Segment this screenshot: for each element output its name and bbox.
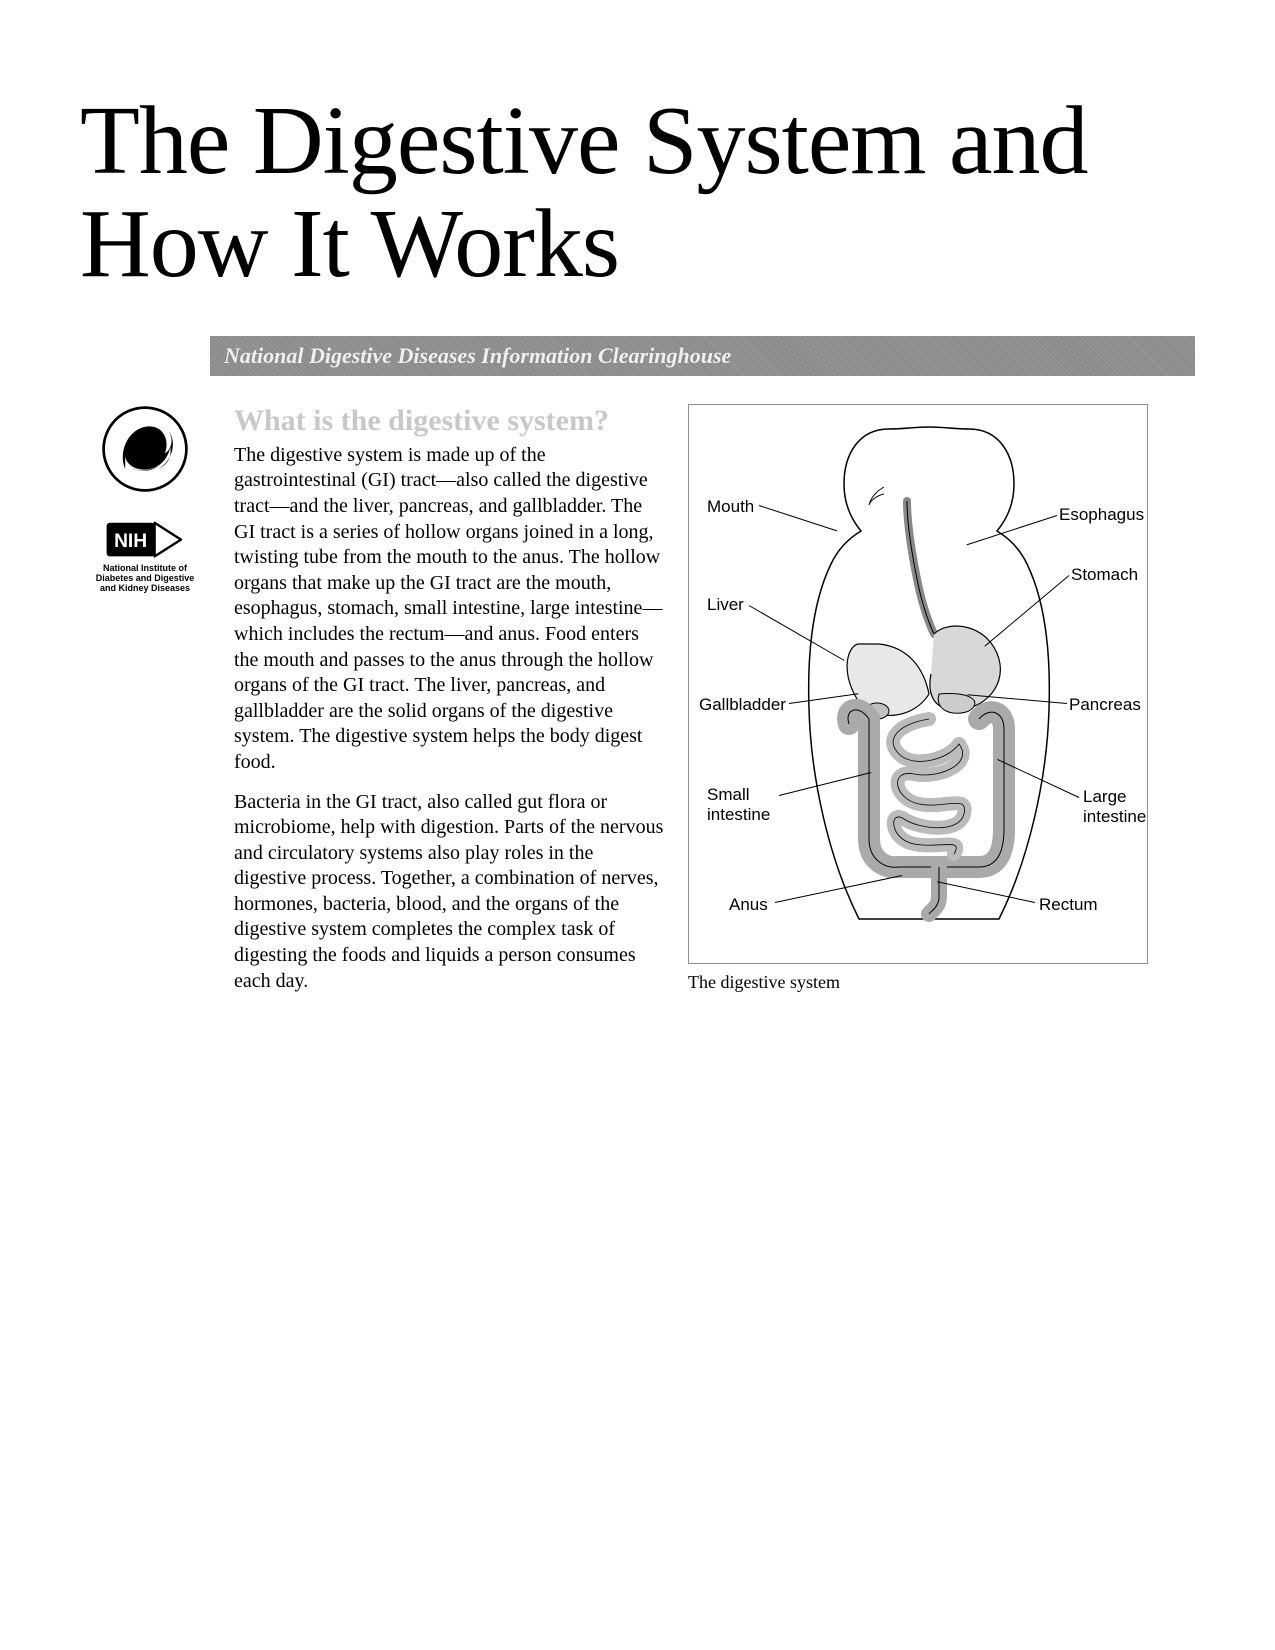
paragraph-2: Bacteria in the GI tract, also called gu… [234, 790, 664, 995]
diagram-label: intestine [1083, 807, 1146, 827]
diagram-label: Esophagus [1059, 505, 1144, 525]
section-heading: What is the digestive system? [234, 404, 664, 437]
banner-strip: National Digestive Diseases Information … [210, 336, 1195, 376]
diagram-label: Stomach [1071, 565, 1138, 585]
text-column: What is the digestive system? The digest… [234, 404, 664, 1008]
content-row: NIH National Institute of Diabetes and D… [80, 404, 1195, 1008]
page-title: The Digestive System and How It Works [80, 90, 1195, 296]
torso-illustration-icon [789, 419, 1069, 949]
diagram-label: Anus [729, 895, 768, 915]
diagram-label: Small [707, 785, 750, 805]
nih-logo-icon: NIH [105, 518, 185, 562]
diagram-label: intestine [707, 805, 770, 825]
svg-text:NIH: NIH [114, 531, 147, 552]
diagram-column: Mouth Esophagus Stomach Liver Gallbladder Pan… [688, 404, 1195, 1008]
diagram-label: Large [1083, 787, 1126, 807]
paragraph-1: The digestive system is made up of the g… [234, 443, 664, 776]
left-sidebar: NIH National Institute of Diabetes and D… [80, 404, 210, 1008]
diagram-label: Rectum [1039, 895, 1098, 915]
digestive-diagram: Mouth Esophagus Stomach Liver Gallbladder Pan… [688, 404, 1148, 964]
diagram-label: Gallbladder [699, 695, 786, 715]
diagram-label: Liver [707, 595, 744, 615]
nih-caption-line: and Kidney Diseases [96, 584, 195, 594]
nih-logo-block: NIH National Institute of Diabetes and D… [96, 518, 195, 594]
banner-text: National Digestive Diseases Information … [224, 343, 731, 369]
hhs-logo-icon [100, 404, 190, 494]
diagram-label: Pancreas [1069, 695, 1141, 715]
nih-caption: National Institute of Diabetes and Diges… [96, 564, 195, 594]
diagram-caption: The digestive system [688, 972, 1195, 993]
diagram-label: Mouth [707, 497, 754, 517]
